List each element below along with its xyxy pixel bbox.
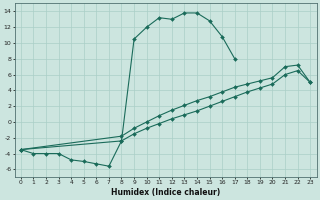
X-axis label: Humidex (Indice chaleur): Humidex (Indice chaleur) xyxy=(111,188,220,197)
